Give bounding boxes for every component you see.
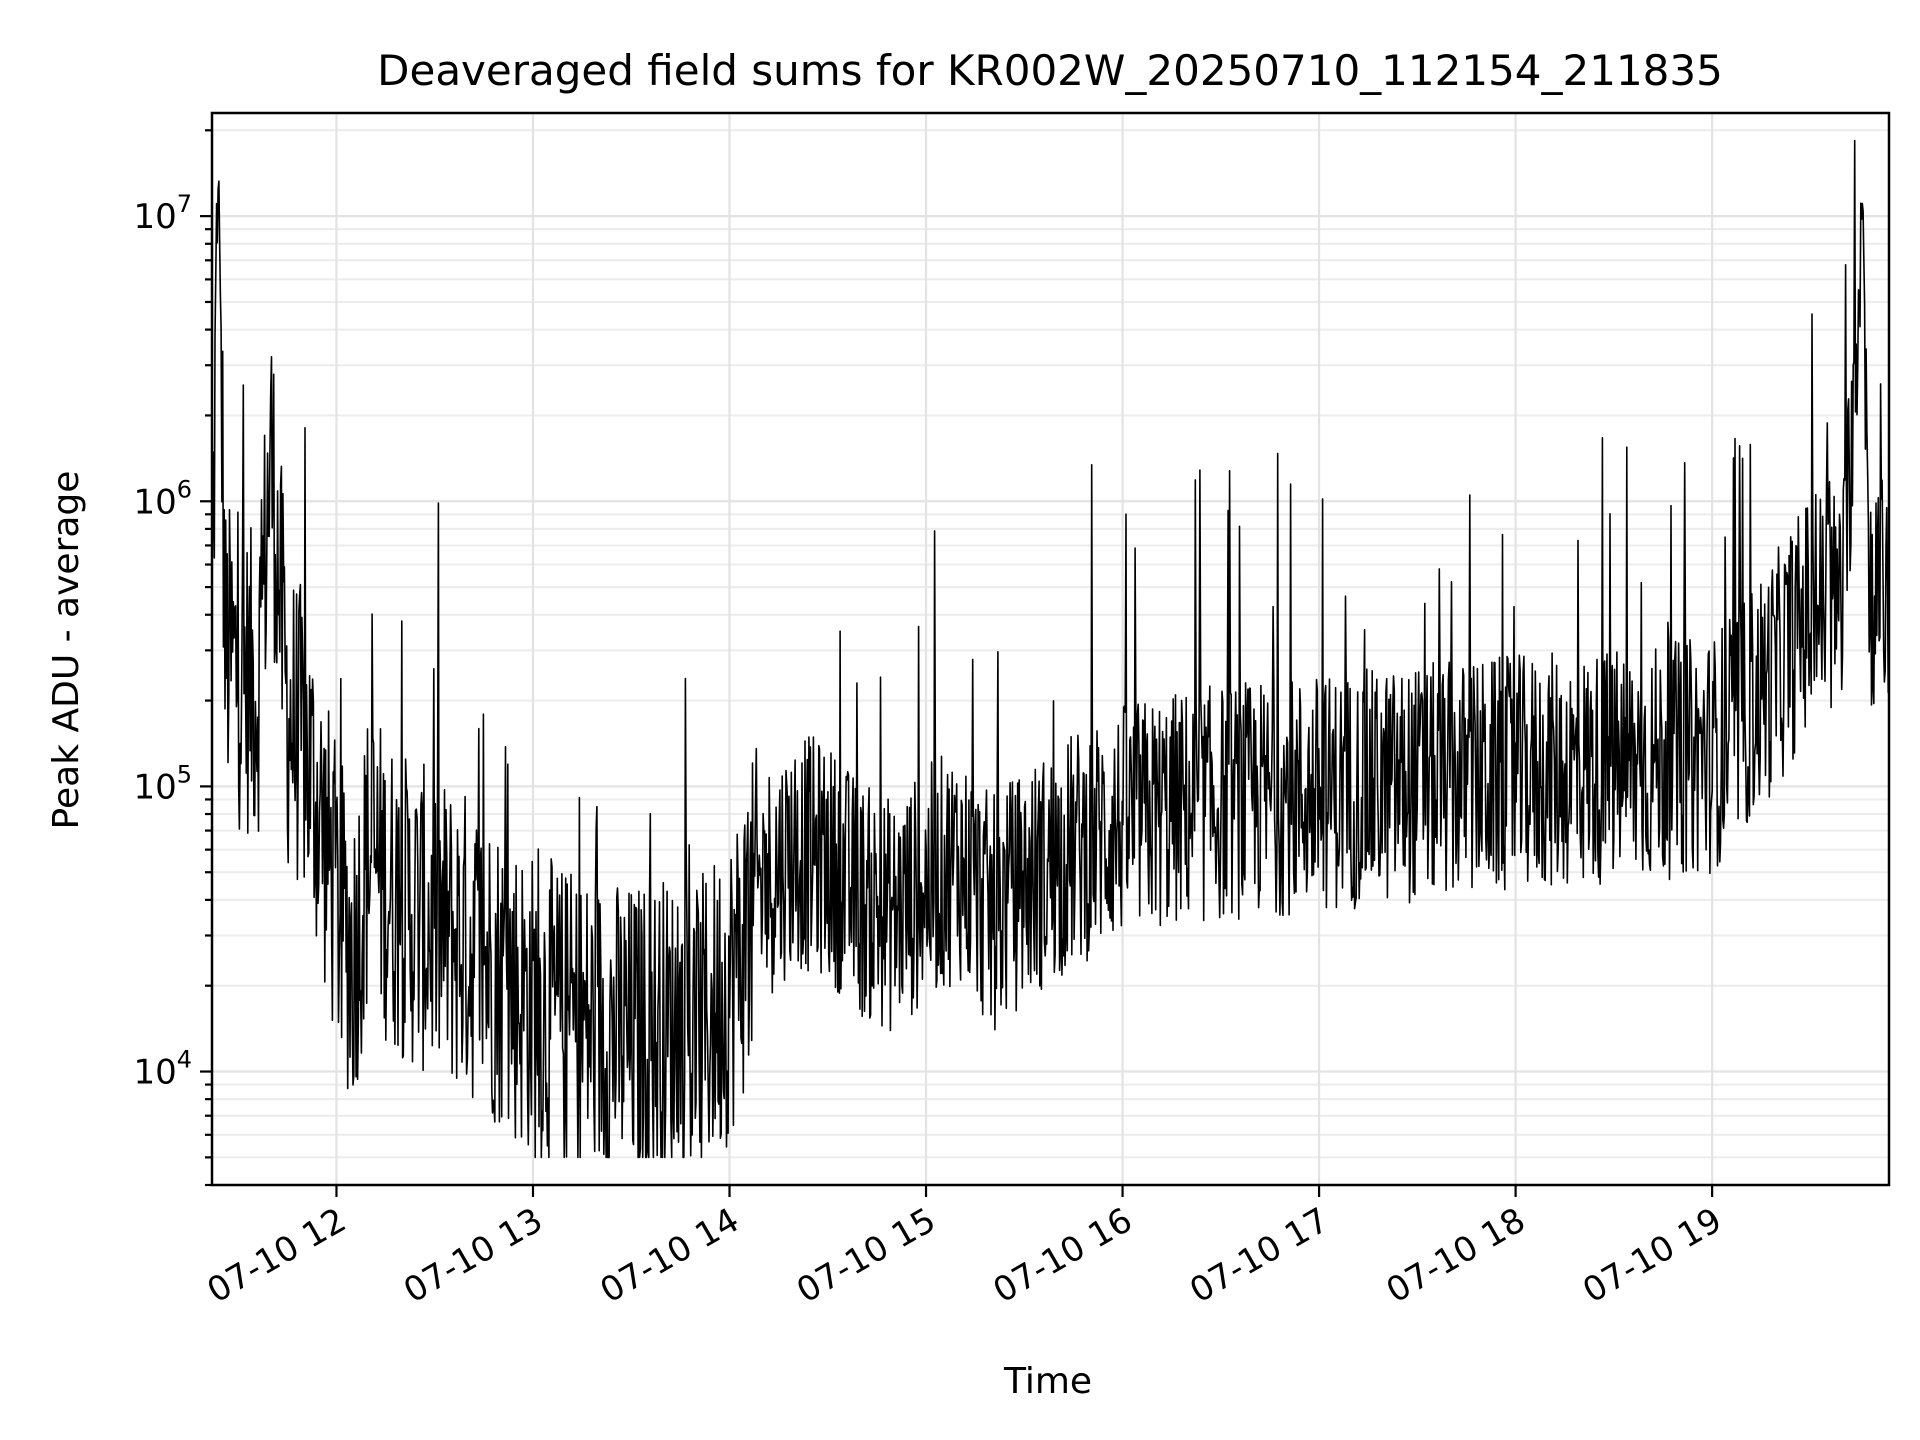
x-tick-label: 07-10 15	[790, 1200, 942, 1311]
x-tick-label: 07-10 17	[1183, 1200, 1335, 1311]
y-tick-label: 107	[133, 190, 192, 237]
x-tick-label: 07-10 13	[397, 1200, 549, 1311]
x-tick-label: 07-10 16	[987, 1200, 1139, 1311]
y-tick-label: 106	[133, 475, 192, 522]
y-tick-label: 104	[133, 1046, 192, 1093]
data-line	[211, 139, 1890, 1159]
series-layer	[211, 139, 1890, 1159]
x-axis-label: Time	[1003, 1361, 1092, 1402]
y-axis-label: Peak ADU - average	[46, 471, 87, 830]
plot-frame	[210, 111, 1891, 1187]
x-tick-label: 07-10 18	[1380, 1200, 1532, 1311]
y-tick-label: 105	[133, 760, 192, 807]
chart-title: Deaveraged field sums for KR002W_2025071…	[377, 46, 1723, 95]
x-tick-label: 07-10 19	[1576, 1200, 1728, 1311]
x-tick-label: 07-10 12	[201, 1200, 353, 1311]
x-tick-label: 07-10 14	[594, 1200, 746, 1311]
